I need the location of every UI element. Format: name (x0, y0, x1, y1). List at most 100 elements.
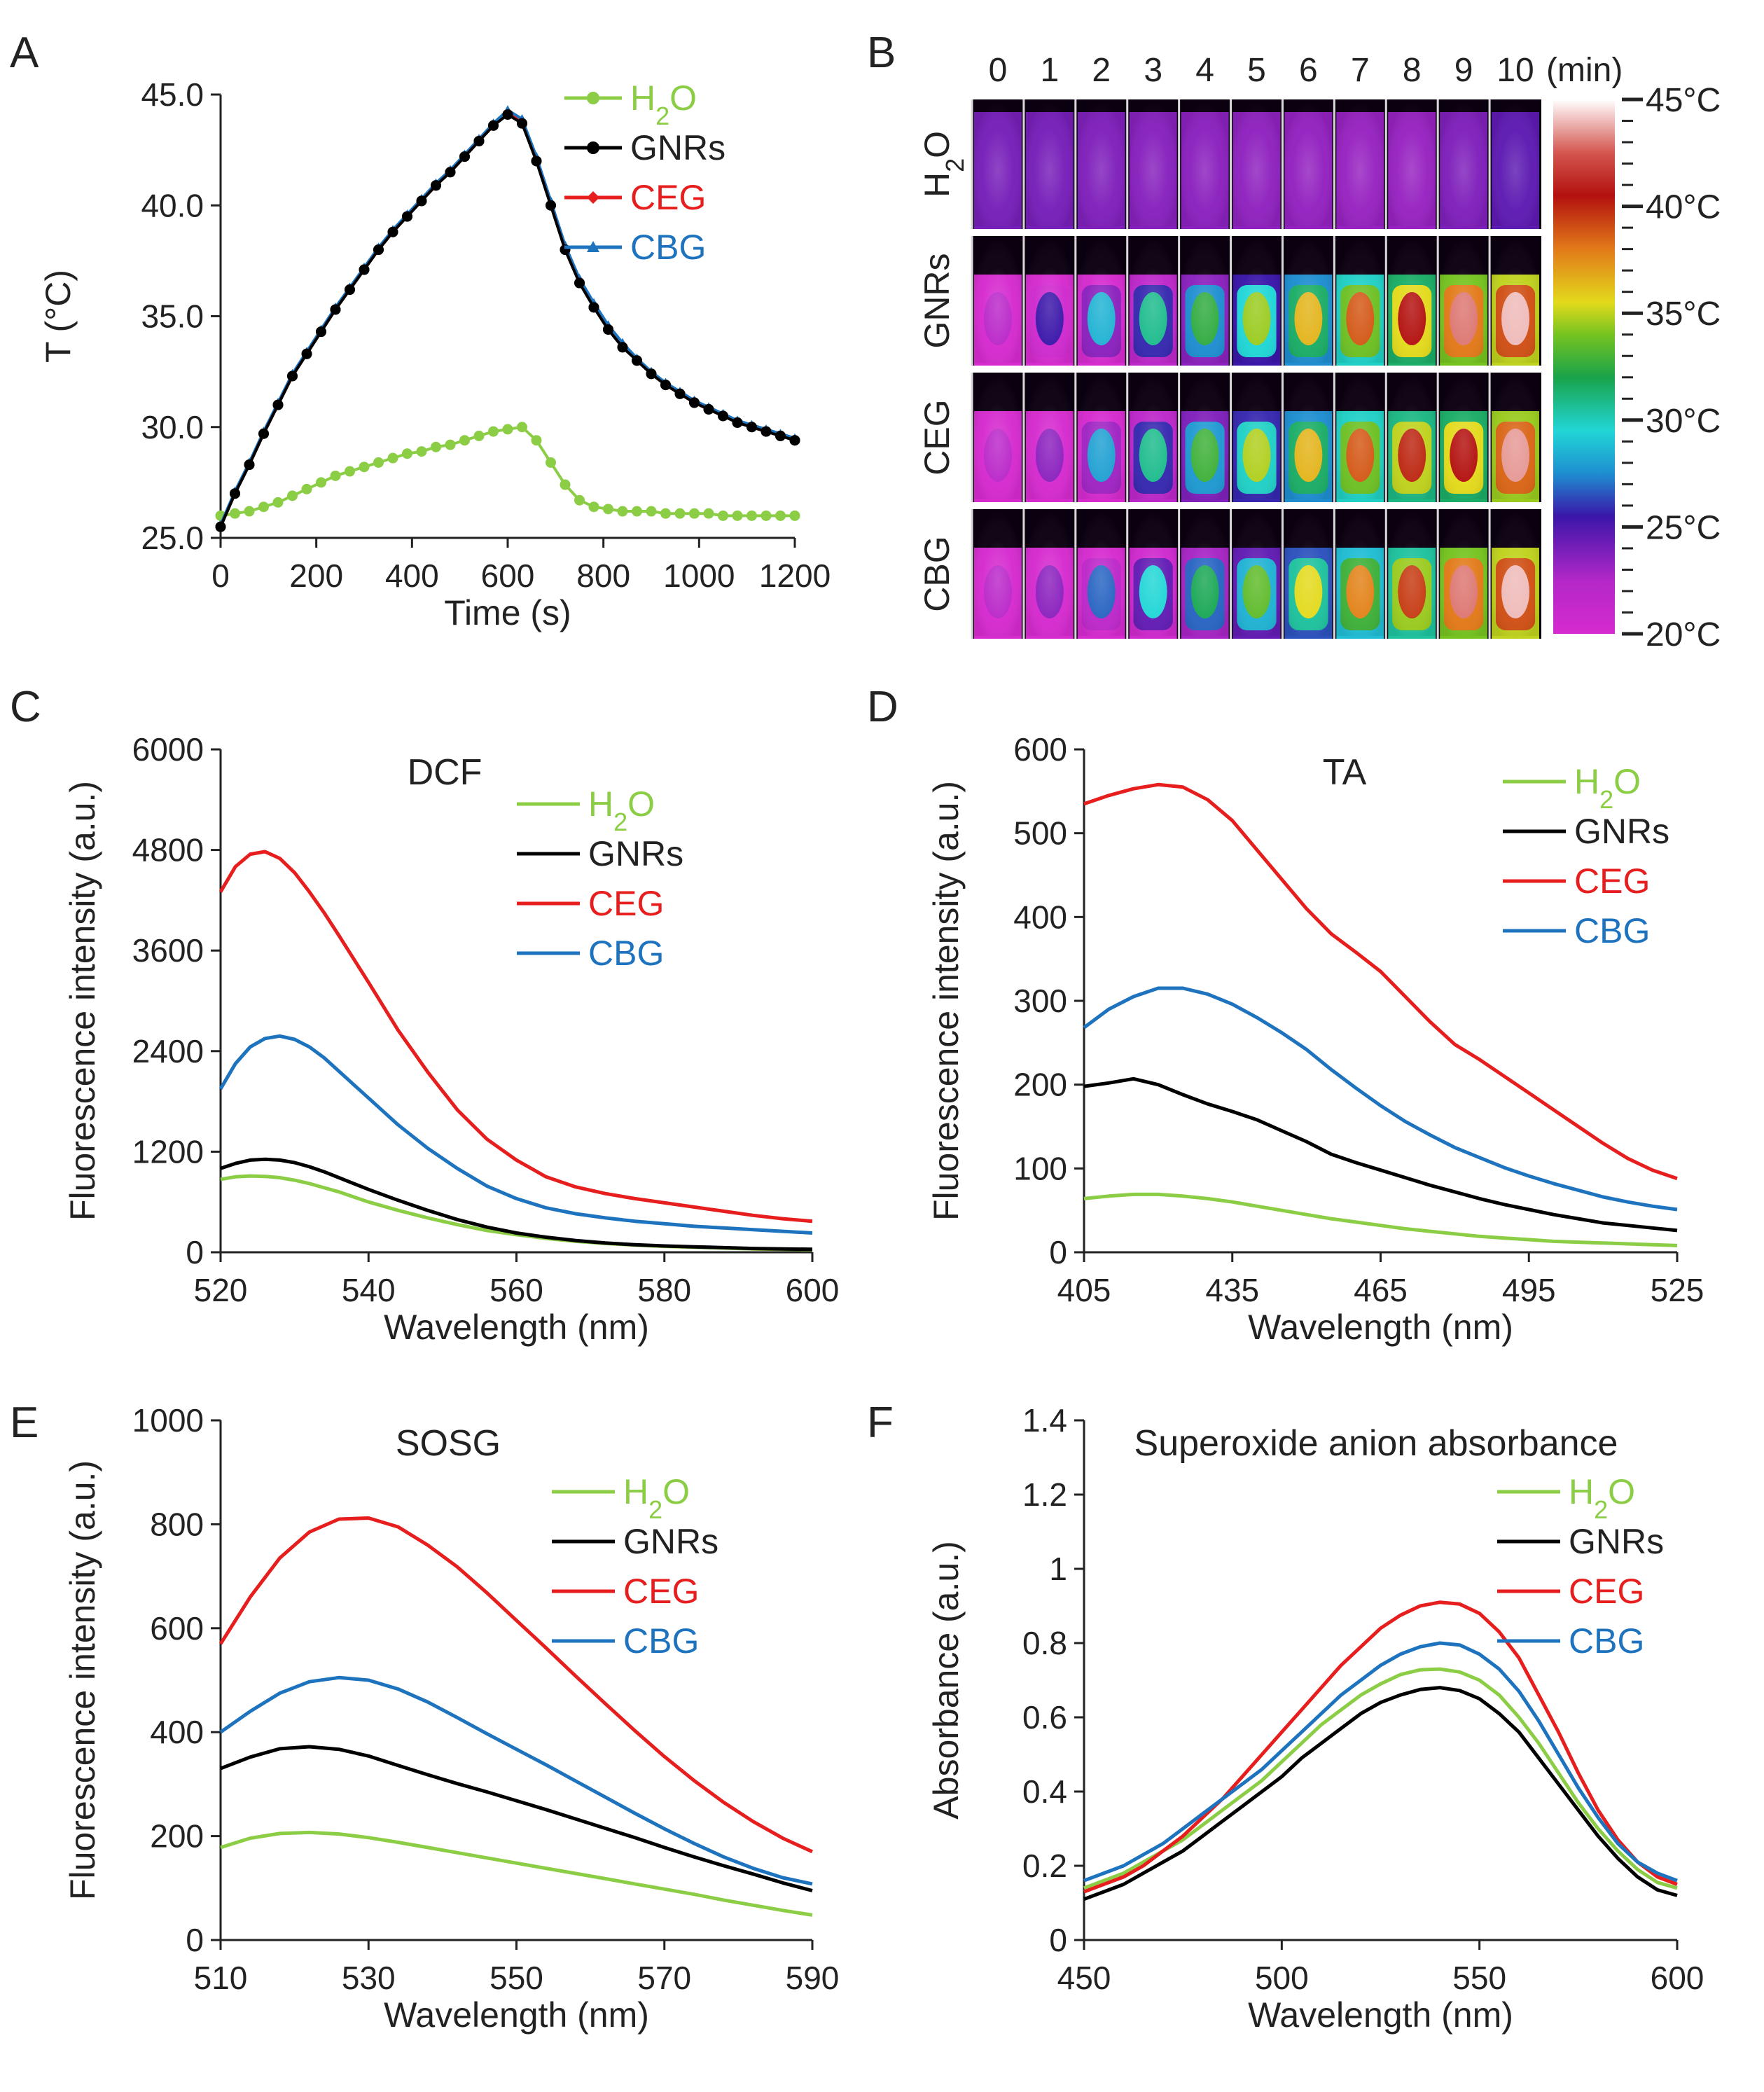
series-line-gnrs (1083, 1686, 1678, 1901)
legend-label-suffix: O (1608, 1472, 1635, 1511)
data-point-h2o (316, 477, 326, 488)
y-tick-label: 0.2 (1022, 1848, 1067, 1884)
colorbar-label: 20°C (1646, 616, 1721, 653)
series-line-cbg (1083, 986, 1678, 1212)
time-label: 7 (1351, 52, 1370, 89)
data-point-gnrs (617, 342, 628, 353)
data-point-gnrs (316, 326, 326, 338)
legend-label-main: CBG (917, 536, 957, 611)
time-label: 9 (1454, 52, 1473, 89)
thermal-cell-glow (1077, 375, 1125, 499)
legend-label-gnrs: GNRs (588, 834, 683, 873)
thermal-cell-glow (1077, 512, 1125, 636)
data-point-h2o (244, 506, 255, 517)
legend-label-main: CEG (588, 884, 664, 923)
legend-label-ceg: CEG (1574, 861, 1650, 901)
y-tick-label: 35.0 (141, 298, 204, 335)
time-label: 2 (1092, 52, 1111, 89)
x-tick-label: 1000 (663, 557, 735, 594)
data-point-h2o (703, 508, 714, 519)
data-point-h2o (345, 466, 355, 477)
x-tick-label: 510 (194, 1960, 248, 1996)
data-point-h2o (431, 441, 441, 452)
thermal-cell-glow (974, 102, 1022, 226)
data-point-gnrs (789, 435, 800, 446)
y-tick-label: 1000 (132, 1402, 204, 1439)
thermal-cell-glow (1181, 239, 1229, 363)
data-point-gnrs (517, 118, 527, 129)
series-line-cbg (1083, 1641, 1678, 1883)
data-point-gnrs (732, 417, 743, 428)
chart-title: TA (1323, 752, 1367, 793)
data-point-gnrs (531, 155, 542, 167)
data-point-gnrs (230, 488, 240, 499)
series-line-ceg (218, 1516, 814, 1854)
data-point-h2o (603, 504, 613, 515)
x-tick-label: 520 (194, 1272, 248, 1308)
x-tick-label: 600 (1651, 1960, 1704, 1996)
thermal-cell-glow (1232, 375, 1281, 499)
y-tick-label: 200 (150, 1818, 204, 1855)
x-tick-label: 540 (342, 1272, 396, 1308)
y-tick-label: 0.6 (1022, 1699, 1067, 1736)
data-point-h2o (459, 435, 470, 446)
data-point-gnrs (746, 422, 757, 433)
x-tick-label: 590 (786, 1960, 840, 1996)
legend-label-main: H (1569, 1472, 1594, 1511)
legend-label-suffix: O (669, 78, 697, 118)
legend-label-main: CEG (1574, 861, 1650, 901)
data-point-h2o (574, 494, 585, 506)
data-point-gnrs (703, 403, 714, 415)
legend-label-main: H (623, 1472, 648, 1511)
thermal-cell-glow (1129, 375, 1177, 499)
data-point-h2o (272, 497, 284, 508)
y-tick-label: 500 (1013, 815, 1067, 852)
x-tick-label: 800 (576, 557, 630, 594)
data-point-h2o (546, 457, 556, 468)
data-point-h2o (330, 470, 341, 481)
legend-label-suffix: O (1613, 762, 1641, 801)
data-point-gnrs (632, 355, 642, 366)
thermal-row-label-h2o: H2O (917, 131, 969, 198)
legend-label-main: CBG (623, 1621, 699, 1661)
panel-label-a: A (10, 29, 39, 77)
data-point-gnrs (287, 370, 298, 382)
chart-title: SOSG (396, 1423, 501, 1464)
legend-label-main: GNRs (1574, 812, 1669, 851)
legend-marker (587, 141, 599, 154)
thermal-cell-glow (1388, 102, 1436, 226)
series-line-gnrs (1083, 1076, 1678, 1233)
thermal-cell-glow (1388, 375, 1436, 499)
colorbar (1553, 99, 1615, 634)
y-axis-title: T (°C) (39, 270, 78, 363)
x-tick-label: 405 (1057, 1272, 1111, 1308)
data-point-h2o (632, 506, 642, 517)
series-line-gnrs (220, 1157, 813, 1252)
thermal-cell-glow (1077, 239, 1125, 363)
data-point-gnrs (416, 195, 427, 207)
data-point-h2o (488, 426, 499, 437)
data-point-gnrs (660, 380, 671, 391)
x-tick-label: 560 (489, 1272, 543, 1308)
chart-e-sosg: 0 200 400 600 800 1000 510 530 550 570 590 Waveleng… (63, 1402, 839, 2035)
y-tick-label: 0 (186, 1922, 204, 1958)
y-tick-label: 30.0 (141, 409, 204, 445)
thermal-cell-glow (1232, 102, 1281, 226)
data-point-gnrs (301, 348, 312, 359)
y-tick-label: 0.8 (1022, 1625, 1067, 1661)
thermal-image-panel: 0 1 2 3 4 5 6 7 8 9 10 (min)H2OGNRsCEGCBG45°C40°C35… (917, 52, 1721, 653)
data-point-h2o (617, 506, 628, 517)
y-tick-label: 400 (150, 1714, 204, 1750)
legend-label-ceg: CEG (1569, 1572, 1644, 1611)
x-axis-title: Time (s) (444, 593, 571, 632)
legend-label-cbg: CBG (630, 228, 706, 267)
y-tick-label: 0.4 (1022, 1773, 1067, 1810)
legend-label-main: CBG (1569, 1621, 1644, 1661)
legend-label-cbg: CBG (1569, 1621, 1644, 1661)
legend-label-cbg: CBG (588, 934, 664, 973)
legend-label-cbg: CBG (1574, 911, 1650, 950)
data-point-gnrs (574, 277, 585, 289)
chart-title: DCF (408, 752, 482, 793)
legend-label-main: H (588, 784, 613, 824)
